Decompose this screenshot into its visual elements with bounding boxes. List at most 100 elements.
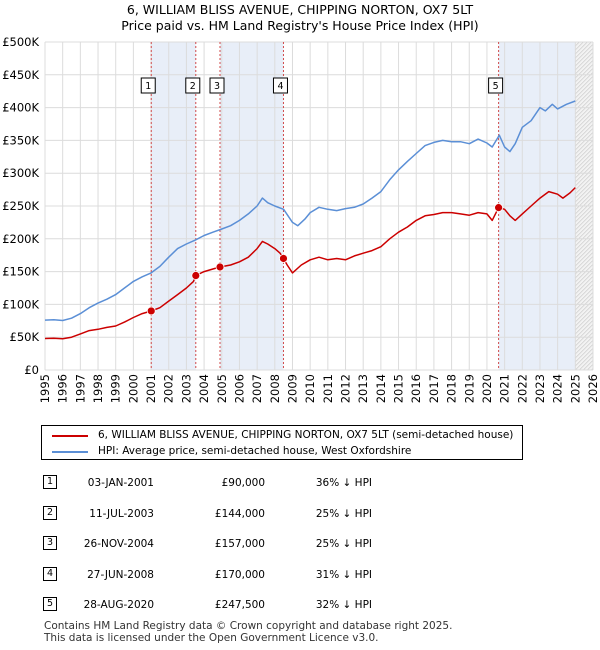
transaction-number: 5 [43, 597, 57, 611]
hpi-line [44, 100, 576, 322]
legend-label-hpi: HPI: Average price, semi-detached house,… [98, 445, 412, 457]
y-tick-label: £250K [2, 199, 39, 213]
x-tick-label: 2003 [179, 374, 193, 403]
x-tick-label: 2023 [533, 374, 547, 403]
transaction-date: 26-NOV-2004 [83, 538, 154, 550]
future-hatch [575, 299, 593, 319]
transaction-price: £90,000 [221, 477, 265, 489]
x-tick-label: 2019 [462, 374, 476, 403]
x-tick-label: 2013 [356, 374, 370, 403]
legend: 6, WILLIAM BLISS AVENUE, CHIPPING NORTON… [41, 425, 523, 460]
y-tick-label: £500K [2, 35, 39, 49]
table-row: 3 26-NOV-2004 £157,000 25% ↓ HPI [0, 535, 600, 553]
footer-licence: This data is licensed under the Open Gov… [44, 632, 379, 644]
marker-box [185, 77, 201, 94]
sale-point [494, 203, 504, 213]
transaction-date: 27-JUN-2008 [87, 569, 154, 581]
x-tick-label: 2024 [551, 374, 565, 403]
future-hatch [575, 311, 593, 331]
x-tick-label: 2018 [445, 374, 459, 403]
transaction-number: 2 [43, 506, 57, 520]
table-row: 1 03-JAN-2001 £90,000 36% ↓ HPI [0, 474, 600, 492]
x-tick-label: 1999 [109, 374, 123, 403]
transaction-number: 3 [43, 536, 57, 550]
marker-label: 4 [277, 81, 283, 92]
x-tick-label: 1995 [38, 374, 52, 403]
future-hatch [575, 79, 593, 99]
x-tick-label: 1997 [73, 374, 87, 403]
x-tick-label: 2026 [586, 374, 600, 403]
x-tick-label: 2014 [374, 374, 388, 403]
x-tick-label: 2016 [409, 374, 423, 403]
x-tick-label: 2015 [392, 374, 406, 403]
x-tick-label: 2010 [303, 374, 317, 403]
transaction-date: 11-JUL-2003 [89, 508, 154, 520]
x-tick-label: 2020 [480, 374, 494, 403]
x-tick-label: 2009 [285, 374, 299, 403]
future-hatch [575, 307, 593, 327]
future-hatch [575, 303, 593, 323]
y-tick-label: £100K [2, 297, 39, 311]
x-tick-label: 2008 [268, 374, 282, 403]
marker-box [209, 77, 225, 94]
x-tick-label: 2001 [144, 374, 158, 403]
marker-box [140, 77, 156, 94]
price-chart: 1 2 3 4 5 £0 £50K £100K £150K £200K £250K £300K £35… [2, 35, 600, 403]
transaction-number: 1 [43, 475, 57, 489]
y-tick-label: £200K [2, 232, 39, 246]
transaction-hpi: 25% ↓ HPI [315, 538, 372, 550]
transaction-price: £170,000 [214, 569, 265, 581]
marker-label: 2 [190, 81, 196, 92]
table-row: 5 28-AUG-2020 £247,500 32% ↓ HPI [0, 596, 600, 614]
marker-label: 5 [493, 81, 499, 92]
x-tick-label: 2004 [197, 374, 211, 403]
x-tick-label: 2011 [321, 374, 335, 403]
transaction-hpi: 31% ↓ HPI [315, 569, 372, 581]
y-tick-label: £300K [2, 166, 39, 180]
marker-label: 1 [145, 81, 151, 92]
y-tick-label: £400K [2, 101, 39, 115]
legend-swatch-hpi [52, 451, 88, 453]
table-row: 4 27-JUN-2008 £170,000 31% ↓ HPI [0, 566, 600, 584]
future-hatch [575, 83, 593, 103]
x-tick-label: 2022 [515, 374, 529, 403]
x-tick-label: 2005 [215, 374, 229, 403]
chart-subtitle: Price paid vs. HM Land Registry's House … [121, 18, 479, 33]
transaction-date: 28-AUG-2020 [83, 599, 154, 611]
x-tick-label: 2000 [126, 374, 140, 403]
x-tick-label: 2017 [427, 374, 441, 403]
marker-box [272, 77, 288, 94]
footer-copyright: Contains HM Land Registry data © Crown c… [44, 620, 453, 632]
chart-title: 6, WILLIAM BLISS AVENUE, CHIPPING NORTON… [126, 2, 474, 17]
legend-label-property: 6, WILLIAM BLISS AVENUE, CHIPPING NORTON… [98, 429, 514, 441]
y-tick-label: £350K [2, 133, 39, 147]
marker-box [488, 77, 504, 94]
y-tick-label: £150K [2, 265, 39, 279]
transaction-price: £247,500 [214, 599, 265, 611]
x-tick-label: 2007 [250, 374, 264, 403]
transaction-date: 03-JAN-2001 [87, 477, 154, 489]
x-tick-label: 1996 [56, 374, 70, 403]
future-hatch [575, 87, 593, 107]
transaction-hpi: 25% ↓ HPI [315, 508, 372, 520]
x-tick-label: 2021 [498, 374, 512, 403]
sale-point [191, 271, 201, 280]
sale-point [215, 262, 225, 272]
future-hatch [575, 91, 593, 111]
y-tick-label: £450K [2, 68, 39, 82]
marker-label: 3 [214, 81, 220, 92]
sale-point [146, 306, 156, 316]
transaction-number: 4 [43, 567, 57, 581]
x-tick-label: 2006 [232, 374, 246, 403]
x-tick-label: 1998 [91, 374, 105, 403]
x-tick-label: 2012 [339, 374, 353, 403]
y-tick-label: £50K [10, 330, 40, 344]
table-row: 2 11-JUL-2003 £144,000 25% ↓ HPI [0, 505, 600, 523]
legend-swatch-property [52, 435, 88, 437]
transaction-price: £144,000 [214, 508, 265, 520]
transaction-hpi: 36% ↓ HPI [315, 477, 372, 489]
y-tick-label: £0 [24, 363, 39, 377]
transaction-price: £157,000 [214, 538, 265, 550]
x-tick-label: 2002 [162, 374, 176, 403]
x-tick-label: 2025 [568, 374, 582, 403]
